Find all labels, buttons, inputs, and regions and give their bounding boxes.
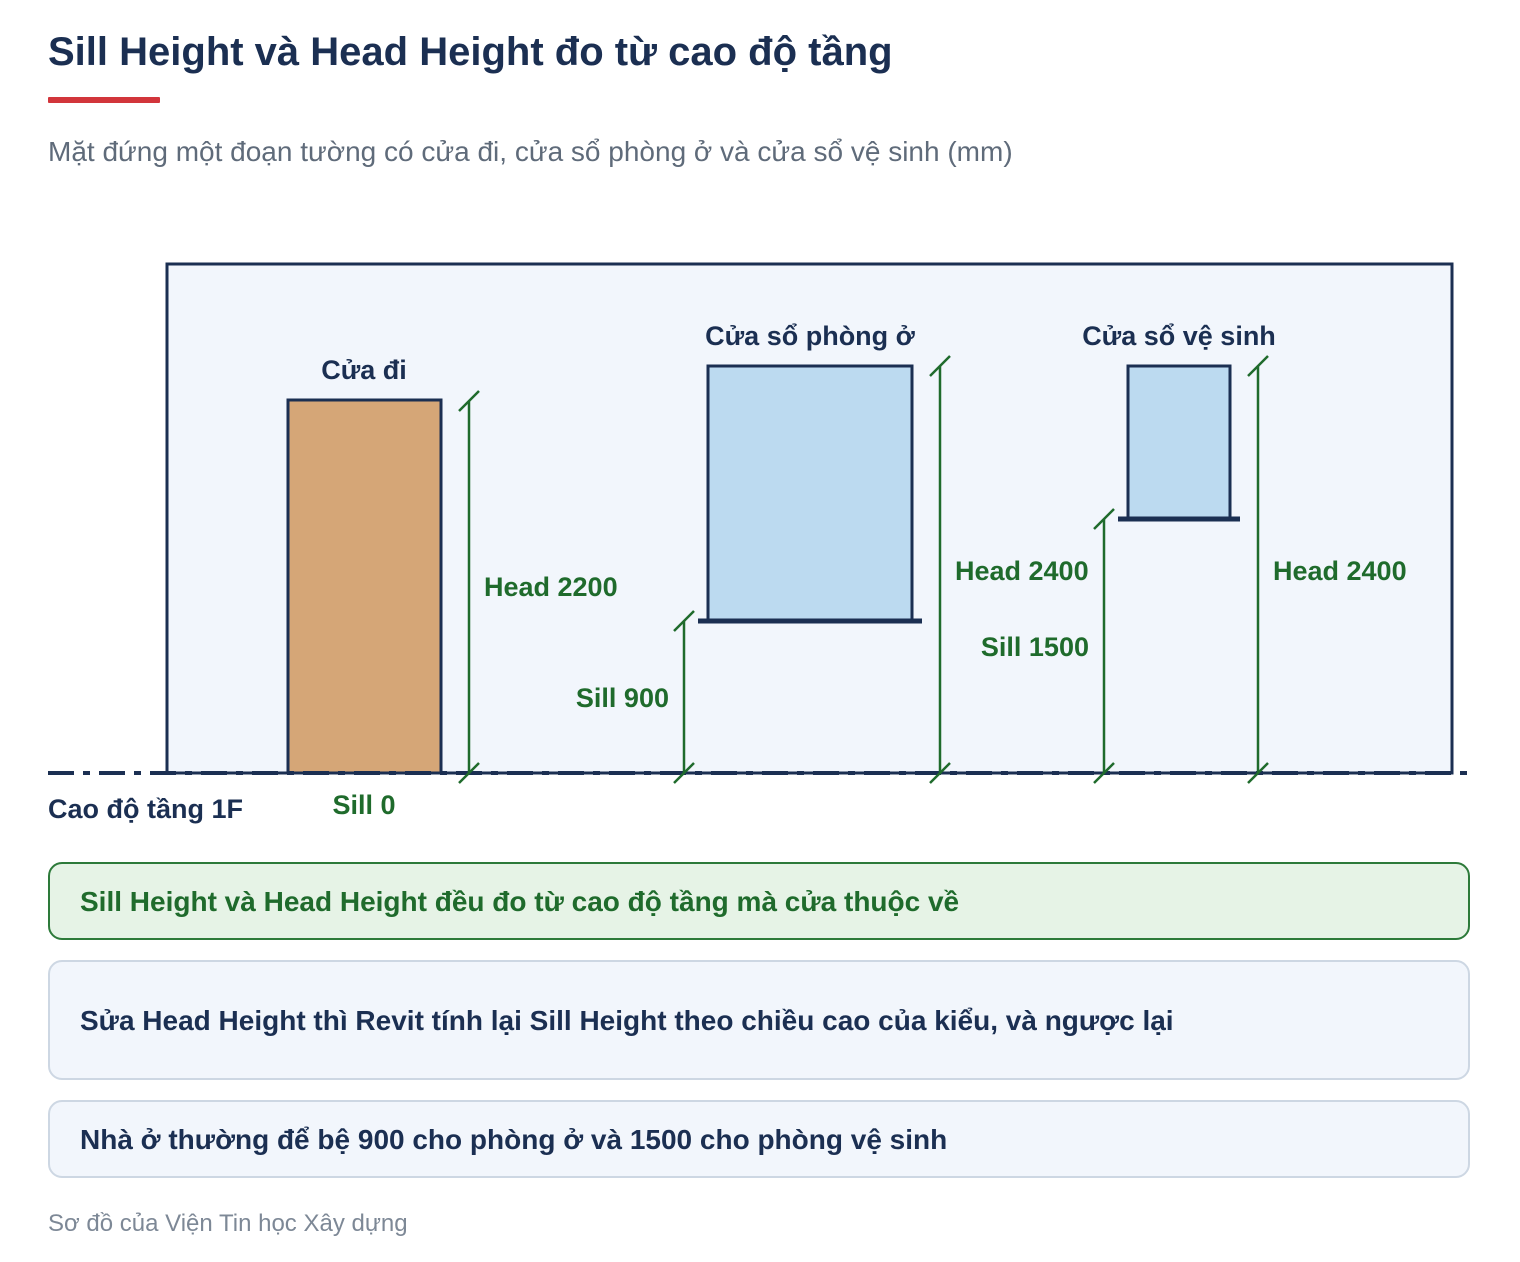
note-text: Sửa Head Height thì Revit tính lại Sill …: [80, 1004, 1174, 1036]
note-typical-sill: Nhà ở thường để bệ 900 cho phòng ở và 15…: [48, 1100, 1470, 1178]
door-sill-label: Sill 0: [332, 790, 395, 820]
door-opening: [286, 398, 443, 775]
bathroom-window-opening: [1126, 364, 1232, 520]
door-head-label: Head 2200: [484, 572, 618, 602]
living-window-sill-label: Sill 900: [576, 683, 669, 713]
bathroom-window-title: Cửa sổ vệ sinh: [1082, 321, 1276, 351]
level-label: Cao độ tầng 1F: [48, 794, 243, 824]
living-window-head-dimension: [929, 355, 951, 784]
living-window-opening: [706, 364, 914, 622]
bathroom-window-sill-dimension: [1093, 508, 1115, 784]
bathroom-window-head-dimension: [1247, 355, 1269, 784]
elevation-diagram: Cửa đi Cửa sổ phòng ở Cửa sổ vệ sinh Hea…: [48, 262, 1472, 824]
page-subtitle: Mặt đứng một đoạn tường có cửa đi, cửa s…: [48, 136, 1013, 167]
note-text: Nhà ở thường để bệ 900 cho phòng ở và 15…: [80, 1123, 948, 1155]
bathroom-window-head-label: Head 2400: [1273, 556, 1407, 586]
bathroom-window-sill-label: Sill 1500: [981, 632, 1089, 662]
title-underline: [48, 97, 160, 103]
living-window-head-label: Head 2400: [955, 556, 1089, 586]
note-text: Sill Height và Head Height đều đo từ cao…: [80, 885, 960, 917]
door-title: Cửa đi: [321, 355, 407, 385]
note-measured-from-level: Sill Height và Head Height đều đo từ cao…: [48, 862, 1470, 940]
page-title: Sill Height và Head Height đo từ cao độ …: [48, 30, 893, 74]
footer-credit: Sơ đồ của Viện Tin học Xây dựng: [48, 1210, 408, 1237]
door-head-dimension: [458, 390, 480, 784]
living-window-sill-dimension: [673, 610, 695, 784]
note-revit-recalculation: Sửa Head Height thì Revit tính lại Sill …: [48, 960, 1470, 1080]
living-window-title: Cửa sổ phòng ở: [705, 321, 916, 351]
